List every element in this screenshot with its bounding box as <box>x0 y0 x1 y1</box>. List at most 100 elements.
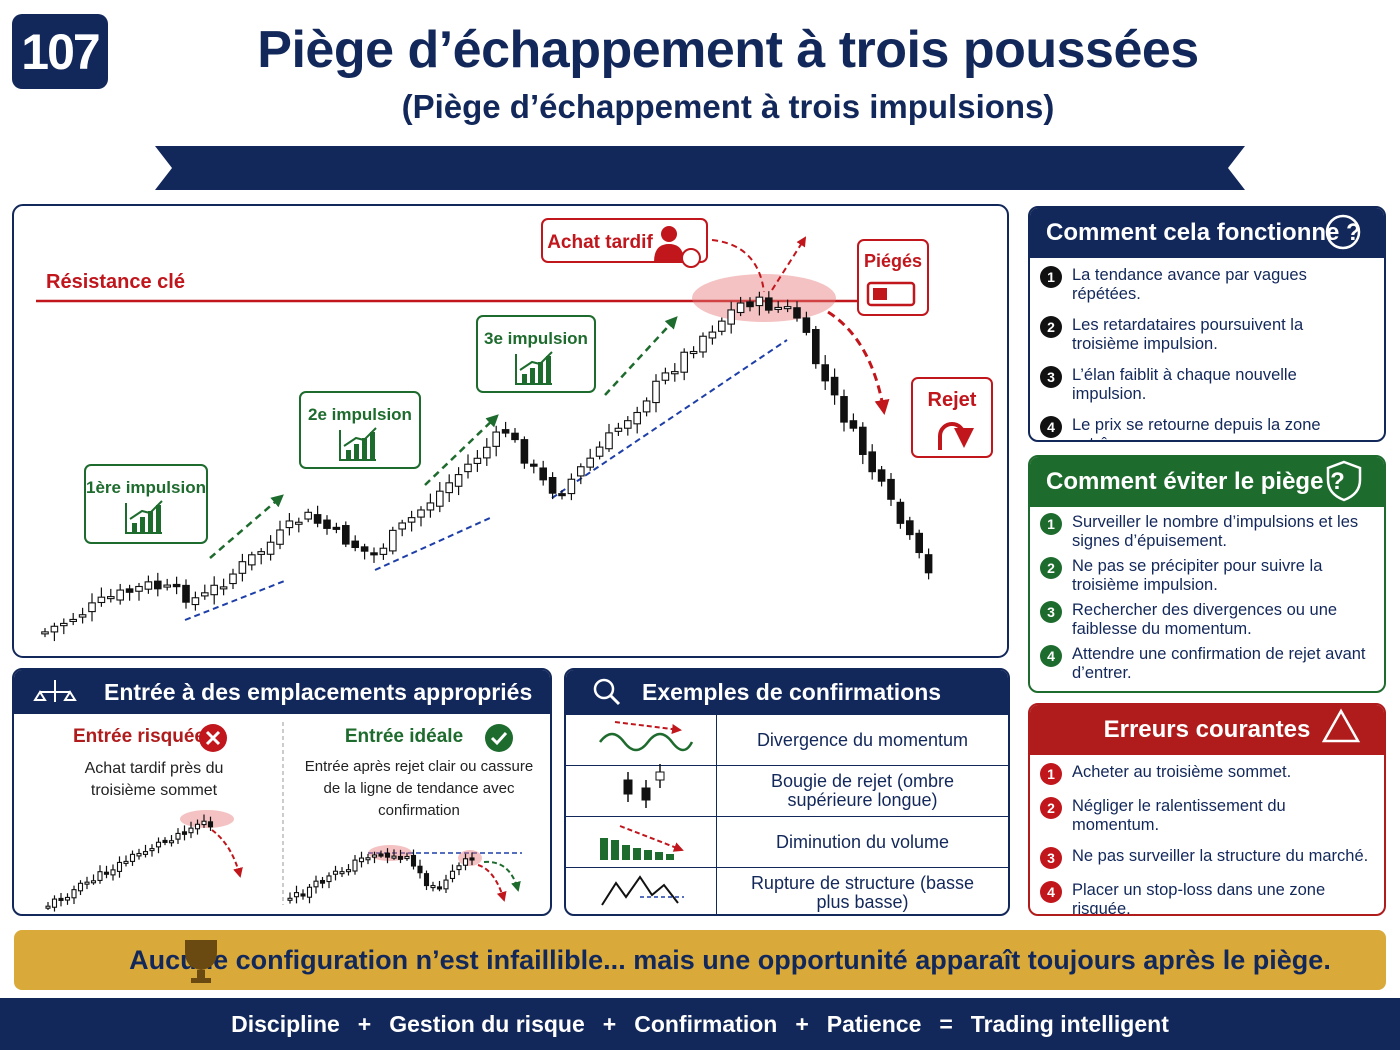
candle-body <box>276 529 284 545</box>
candle-body <box>59 622 68 627</box>
candle-body <box>266 541 275 555</box>
panel-header: Erreurs courantes <box>1030 705 1384 755</box>
candle-body <box>370 552 378 556</box>
list: 1 Surveiller le nombre d’impulsions et le… <box>1030 507 1384 683</box>
impulse-box <box>476 315 596 393</box>
candle-body <box>774 306 783 310</box>
trapped-label: Piégés <box>864 251 922 271</box>
avoid-panel: Comment éviter le piège ? 1 Surveiller le… <box>1028 455 1386 693</box>
resistance-label: Résistance clé <box>46 271 185 293</box>
candle-body <box>97 596 106 604</box>
candle-body <box>398 522 407 530</box>
confirmation-text: Bougie de rejet (ombre supérieure longue… <box>770 771 955 810</box>
candle-body <box>868 451 877 473</box>
icon-trend <box>519 351 553 371</box>
late-buy-label: Achat tardif <box>547 232 653 253</box>
icon-axis <box>125 503 162 534</box>
candle-body <box>257 551 266 555</box>
item-text: Attendre une confirmation de rejet avant… <box>1072 645 1366 682</box>
candle-body <box>614 427 623 432</box>
icon-bar <box>354 444 359 460</box>
candle-body <box>238 561 247 574</box>
late-buy-box <box>541 218 708 263</box>
reversal-arrow <box>827 310 890 415</box>
battery-level <box>873 288 887 300</box>
late-arrow <box>711 239 765 293</box>
item-text: Négliger le ralentissement du momentum. <box>1072 797 1286 834</box>
list: 1 La tendance avance par vagues répétées.… <box>1030 258 1384 440</box>
candle-body <box>248 554 256 566</box>
panel-title: Erreurs courantes <box>1103 716 1311 743</box>
candle-body <box>830 376 839 396</box>
candle-body <box>877 469 886 482</box>
candle-body <box>652 380 660 404</box>
trend-line <box>551 339 788 499</box>
item-number: 4 <box>1040 881 1062 903</box>
candle-body <box>107 596 115 600</box>
candle-body <box>172 583 181 588</box>
candle-body <box>426 502 435 511</box>
candle-body <box>586 457 595 468</box>
item-number: 2 <box>1040 797 1062 819</box>
icon-axis <box>515 354 552 385</box>
item-number: 1 <box>1040 763 1062 785</box>
list-item: 2 Négliger le ralentissement du momentum. <box>1040 797 1374 835</box>
candle-body <box>905 520 914 536</box>
candle-body <box>492 431 501 447</box>
candle-body <box>558 493 566 497</box>
item-text: Le prix se retourne depuis la zone extrê… <box>1072 416 1321 440</box>
errors-panel: Erreurs courantes 1 Acheter au troisième … <box>1028 703 1386 916</box>
item-number: 1 <box>1040 513 1062 535</box>
risky-text: Achat tardif près du troisième sommet <box>84 760 224 799</box>
candle-body <box>736 302 745 314</box>
candle-body <box>407 517 416 523</box>
candle-body <box>323 519 331 529</box>
item-text: Placer un stop-loss dans une zone risqué… <box>1072 881 1326 916</box>
item-text: L’élan faiblit à chaque nouvelle impulsi… <box>1072 366 1297 403</box>
candle-body <box>887 478 895 500</box>
risky-block: Entrée risquée Achat tardif près du troi… <box>34 726 274 802</box>
candle-body <box>50 625 59 633</box>
confirmation-icon-cell <box>566 868 717 914</box>
candle-body <box>464 463 472 473</box>
item-number: 4 <box>1040 645 1062 667</box>
list-item: 4 Le prix se retourne depuis la zone extr… <box>1040 416 1374 440</box>
footer-term: Gestion du risque <box>389 1010 585 1037</box>
icon-bar <box>538 362 543 384</box>
candle-body <box>548 476 557 494</box>
candle-body <box>445 482 454 494</box>
candle-body <box>661 372 670 381</box>
list-item: 2 Les retardataires poursuivent la troisi… <box>1040 316 1374 354</box>
how-panel: Comment cela fonctionne ? 1 La tendance a… <box>1028 206 1386 442</box>
impulse-label: 3e impulsion <box>484 329 588 348</box>
candle-body <box>435 490 444 507</box>
candle-body <box>511 432 519 441</box>
badge: 107 <box>12 14 108 89</box>
confirmation-text: Divergence du momentum <box>756 729 969 750</box>
candle-body <box>699 335 707 353</box>
footer-term: Confirmation <box>634 1010 778 1037</box>
candle-body <box>341 525 350 545</box>
icon-trend <box>343 427 377 447</box>
icon-bar <box>132 523 137 533</box>
list-item: 4 Attendre une confirmation de rejet avan… <box>1040 645 1374 683</box>
trapped-box <box>857 239 929 316</box>
quote-text: Aucune configuration n’est infaillible..… <box>129 944 1331 975</box>
candle-body <box>793 307 801 319</box>
title: Piège d’échappement à trois poussées <box>257 21 1199 79</box>
footer-term: Trading intelligent <box>970 1010 1169 1037</box>
candle-body <box>332 526 341 530</box>
candle-body <box>755 296 764 307</box>
candle-body <box>717 320 726 332</box>
candle-body <box>670 371 679 375</box>
confirmations-panel: Exemples de confirmations Divergence du … <box>564 668 1010 916</box>
item-number: 3 <box>1040 847 1062 869</box>
u-turn-icon <box>938 422 974 450</box>
icon-bar <box>346 450 351 460</box>
impulse-arrow <box>209 494 284 559</box>
candle-body <box>802 317 811 333</box>
candle-body <box>482 446 491 459</box>
candle-body <box>633 411 642 425</box>
person-head <box>661 226 677 242</box>
candle-body <box>163 584 171 588</box>
